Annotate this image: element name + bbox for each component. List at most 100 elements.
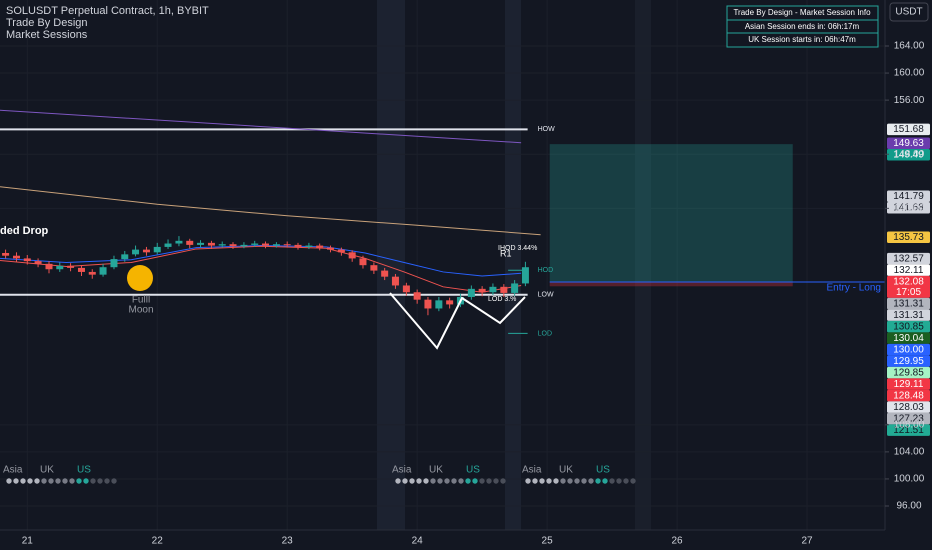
session-dot bbox=[472, 478, 478, 484]
candle-body bbox=[391, 276, 399, 286]
session-label: US bbox=[596, 465, 610, 476]
y-tick-label: 108.00 bbox=[894, 419, 925, 430]
price-tag-label: 135.73 bbox=[893, 232, 924, 243]
annotation: Moon bbox=[128, 305, 153, 316]
session-dot bbox=[493, 478, 499, 484]
chart-title: SOLUSDT Perpetual Contract, 1h, BYBIT bbox=[6, 5, 209, 17]
candle-body bbox=[467, 288, 475, 297]
session-dot bbox=[616, 478, 622, 484]
candle-body bbox=[13, 255, 21, 259]
candle-body bbox=[370, 265, 378, 271]
annotation: R1 bbox=[500, 248, 512, 258]
session-dot bbox=[402, 478, 408, 484]
candle-body bbox=[424, 299, 432, 309]
price-tag-label: 129.95 bbox=[893, 356, 924, 367]
info-line: Asian Session ends in: 06h:17m bbox=[745, 22, 860, 31]
price-tag bbox=[887, 320, 930, 333]
session-dot bbox=[111, 478, 117, 484]
price-tag-label: 149.49 bbox=[893, 150, 924, 161]
ma-line bbox=[0, 186, 541, 236]
price-tag bbox=[887, 389, 930, 402]
session-label: UK bbox=[429, 465, 443, 476]
session-dot bbox=[430, 478, 436, 484]
candle-body bbox=[359, 258, 367, 266]
y-tick-label: 160.00 bbox=[894, 68, 925, 79]
y-tick-label: 140.00 bbox=[894, 203, 925, 214]
candle-body bbox=[489, 286, 497, 293]
candle-body bbox=[67, 265, 75, 268]
price-tag bbox=[887, 137, 930, 149]
candle-body bbox=[294, 244, 302, 247]
candle-body bbox=[34, 261, 42, 264]
session-dot bbox=[69, 478, 75, 484]
level-label: HOD bbox=[538, 267, 554, 274]
x-tick-label: 26 bbox=[672, 536, 684, 547]
session-dot bbox=[83, 478, 89, 484]
indicator-name: Trade By Design bbox=[6, 17, 88, 29]
stop-zone bbox=[549, 282, 793, 287]
price-tag-sublabel: 17:05 bbox=[896, 287, 921, 298]
price-tag-label: 141.68 bbox=[893, 203, 924, 214]
session-dot bbox=[465, 478, 471, 484]
session-dot bbox=[444, 478, 450, 484]
candle-body bbox=[153, 246, 161, 253]
currency-button[interactable] bbox=[889, 2, 929, 22]
session-dot bbox=[630, 478, 636, 484]
y-tick-label: 156.00 bbox=[894, 95, 925, 106]
price-tag bbox=[887, 148, 930, 161]
candle-body bbox=[45, 263, 53, 270]
candle-body bbox=[348, 252, 356, 259]
price-tag bbox=[887, 123, 930, 136]
ma-line bbox=[0, 245, 522, 277]
candle-body bbox=[121, 254, 129, 260]
session-band bbox=[635, 0, 651, 530]
session-dot bbox=[546, 478, 552, 484]
price-tag bbox=[887, 201, 930, 214]
price-tag bbox=[887, 401, 930, 413]
price-tag-label: 121.51 bbox=[893, 425, 924, 436]
annotation: LOD 3.% bbox=[488, 296, 516, 303]
level-label: LOW bbox=[538, 292, 554, 299]
price-tag-label: 151.68 bbox=[893, 124, 924, 135]
session-dot bbox=[409, 478, 415, 484]
price-tag-label: 131.31 bbox=[893, 299, 924, 310]
session-dot bbox=[48, 478, 54, 484]
level-label: LOD bbox=[538, 330, 552, 337]
candle-body bbox=[511, 283, 519, 293]
currency-label[interactable]: USDT bbox=[895, 7, 922, 18]
candle-body bbox=[381, 270, 389, 277]
price-tag-label: 129.11 bbox=[894, 379, 924, 390]
session-dot bbox=[588, 478, 594, 484]
session-dot bbox=[486, 478, 492, 484]
target-zone bbox=[549, 144, 793, 283]
session-dot bbox=[104, 478, 110, 484]
session-dot bbox=[6, 478, 12, 484]
candle-body bbox=[337, 249, 345, 253]
session-dot bbox=[395, 478, 401, 484]
x-tick-label: 27 bbox=[801, 536, 813, 547]
candle-body bbox=[218, 244, 226, 246]
candle-body bbox=[229, 244, 237, 247]
price-tag bbox=[887, 332, 930, 344]
candle-body bbox=[77, 267, 85, 272]
price-tag bbox=[887, 275, 930, 298]
candle-body bbox=[2, 253, 10, 256]
session-label: US bbox=[77, 465, 91, 476]
w-pattern bbox=[389, 292, 526, 350]
session-dot bbox=[525, 478, 531, 484]
session-dot bbox=[532, 478, 538, 484]
price-tag-label: 129.85 bbox=[893, 368, 924, 379]
session-label: UK bbox=[40, 465, 54, 476]
session-band bbox=[505, 0, 521, 530]
price-tag-label: 130.00 bbox=[893, 345, 924, 356]
price-tag bbox=[887, 424, 930, 436]
session-dot bbox=[62, 478, 68, 484]
session-dot bbox=[416, 478, 422, 484]
candle-body bbox=[142, 249, 150, 253]
info-line: UK Session starts in: 06h:47m bbox=[748, 35, 856, 44]
candle-body bbox=[316, 245, 324, 248]
price-tag-label: 127.23 bbox=[893, 414, 924, 425]
annotation: ded Drop bbox=[0, 225, 49, 237]
